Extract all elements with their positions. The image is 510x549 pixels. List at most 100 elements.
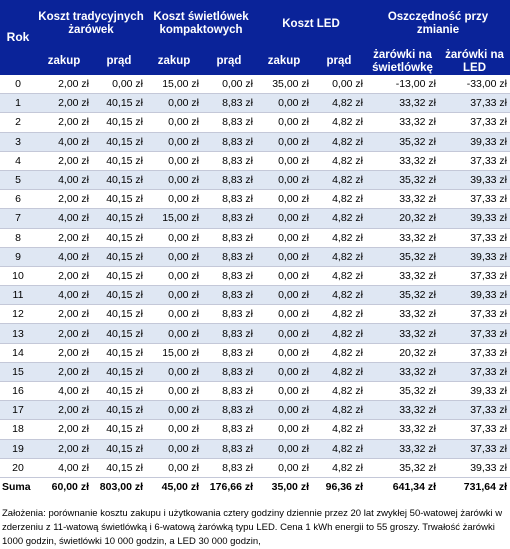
sum-traditional-power: 803,00 zł (92, 476, 146, 497)
cell-savings-compact: 35,32 zł (366, 132, 439, 152)
sum-led-power: 96,36 zł (312, 476, 366, 497)
cell-traditional-purchase: 2,00 zł (36, 362, 92, 383)
cell-traditional-purchase: 2,00 zł (36, 112, 92, 133)
cell-led-purchase: 0,00 zł (256, 266, 312, 287)
cell-savings-led: 37,33 zł (439, 189, 510, 210)
cell-year: 14 (0, 343, 36, 363)
header-savings-compact: żarówki na świetlówkę (366, 48, 439, 75)
cell-savings-compact: 35,32 zł (366, 285, 439, 306)
cell-traditional-power: 40,15 zł (92, 362, 146, 383)
cell-traditional-purchase: 2,00 zł (36, 228, 92, 248)
cell-traditional-power: 40,15 zł (92, 285, 146, 306)
cell-compact-power: 8,83 zł (202, 419, 256, 440)
cell-traditional-purchase: 4,00 zł (36, 458, 92, 478)
cell-compact-purchase: 0,00 zł (146, 151, 202, 171)
table-row: 16 4,00 zł 40,15 zł 0,00 zł 8,83 zł 0,00 zł 4,… (0, 381, 510, 402)
cell-compact-purchase: 15,00 zł (146, 343, 202, 363)
table-row: 17 2,00 zł 40,15 zł 0,00 zł 8,83 zł 0,00 zł 4,… (0, 400, 510, 421)
cell-compact-power: 8,83 zł (202, 323, 256, 344)
cell-traditional-power: 40,15 zł (92, 381, 146, 402)
cell-led-purchase: 0,00 zł (256, 400, 312, 421)
cell-compact-purchase: 0,00 zł (146, 189, 202, 210)
cell-compact-purchase: 0,00 zł (146, 170, 202, 191)
cell-traditional-power: 40,15 zł (92, 208, 146, 229)
cost-table: Rok Koszt tradycyjnych żarówek Koszt świ… (0, 0, 510, 497)
header-prad-led: prąd (312, 48, 366, 75)
cell-savings-compact: 33,32 zł (366, 323, 439, 344)
cell-savings-led: 37,33 zł (439, 228, 510, 248)
table-row: 14 2,00 zł 40,15 zł 15,00 zł 8,83 zł 0,00 zł 4… (0, 343, 510, 363)
table-row: 1 2,00 zł 40,15 zł 0,00 zł 8,83 zł 0,00 zł 4,8… (0, 93, 510, 114)
table-row: 7 4,00 zł 40,15 zł 15,00 zł 8,83 zł 0,00 zł 4,… (0, 208, 510, 229)
cell-led-purchase: 0,00 zł (256, 419, 312, 440)
cell-led-purchase: 0,00 zł (256, 304, 312, 325)
table-row: 12 2,00 zł 40,15 zł 0,00 zł 8,83 zł 0,00 zł 4,… (0, 304, 510, 325)
header-savings: Oszczędność przy zmianie (366, 0, 510, 48)
cell-savings-compact: -13,00 zł (366, 75, 439, 95)
cell-traditional-purchase: 4,00 zł (36, 285, 92, 306)
cell-led-power: 4,82 zł (312, 247, 366, 267)
table-row: 13 2,00 zł 40,15 zł 0,00 zł 8,83 zł 0,00 zł 4,… (0, 323, 510, 344)
cell-led-purchase: 0,00 zł (256, 247, 312, 267)
cell-compact-purchase: 0,00 zł (146, 439, 202, 459)
cell-traditional-purchase: 4,00 zł (36, 170, 92, 191)
sum-row: Suma 60,00 zł 803,00 zł 45,00 zł 176,66 zł 35… (0, 476, 510, 497)
cell-savings-led: 37,33 zł (439, 93, 510, 114)
assumptions-note: Założenia: porównanie kosztu zakupu i uż… (2, 507, 503, 547)
cell-led-purchase: 0,00 zł (256, 458, 312, 478)
cell-year: 19 (0, 439, 36, 459)
sum-savings-compact: 641,34 zł (366, 476, 439, 497)
cell-savings-compact: 33,32 zł (366, 189, 439, 210)
cell-traditional-power: 40,15 zł (92, 151, 146, 171)
cell-traditional-power: 40,15 zł (92, 93, 146, 114)
cell-led-power: 4,82 zł (312, 419, 366, 440)
cell-savings-led: 39,33 zł (439, 381, 510, 402)
cell-savings-led: 37,33 zł (439, 151, 510, 171)
cell-savings-compact: 35,32 zł (366, 381, 439, 402)
cell-compact-purchase: 0,00 zł (146, 419, 202, 440)
cell-savings-compact: 33,32 zł (366, 151, 439, 171)
cell-compact-purchase: 0,00 zł (146, 400, 202, 421)
cell-led-purchase: 35,00 zł (256, 75, 312, 95)
cell-savings-compact: 33,32 zł (366, 228, 439, 248)
table-header: Rok Koszt tradycyjnych żarówek Koszt świ… (0, 0, 510, 75)
cell-led-power: 4,82 zł (312, 266, 366, 287)
cell-year: 2 (0, 112, 36, 133)
cell-savings-compact: 33,32 zł (366, 439, 439, 459)
cell-savings-led: 39,33 zł (439, 170, 510, 191)
cell-compact-purchase: 0,00 zł (146, 266, 202, 287)
cell-compact-power: 8,83 zł (202, 112, 256, 133)
cell-compact-power: 8,83 zł (202, 151, 256, 171)
cell-compact-power: 8,83 zł (202, 247, 256, 267)
cell-traditional-purchase: 2,00 zł (36, 93, 92, 114)
cell-savings-compact: 35,32 zł (366, 247, 439, 267)
cell-led-purchase: 0,00 zł (256, 439, 312, 459)
cell-led-purchase: 0,00 zł (256, 170, 312, 191)
cell-led-purchase: 0,00 zł (256, 381, 312, 402)
header-led: Koszt LED (256, 0, 366, 48)
cell-year: 4 (0, 151, 36, 171)
cell-led-power: 4,82 zł (312, 400, 366, 421)
cell-led-power: 4,82 zł (312, 132, 366, 152)
cell-traditional-power: 40,15 zł (92, 304, 146, 325)
cell-compact-purchase: 0,00 zł (146, 323, 202, 344)
cell-traditional-purchase: 2,00 zł (36, 439, 92, 459)
cell-compact-purchase: 0,00 zł (146, 132, 202, 152)
table-row: 18 2,00 zł 40,15 zł 0,00 zł 8,83 zł 0,00 zł 4,… (0, 419, 510, 440)
cell-compact-power: 8,83 zł (202, 439, 256, 459)
cell-year: 16 (0, 381, 36, 402)
cell-led-purchase: 0,00 zł (256, 228, 312, 248)
table-row: 15 2,00 zł 40,15 zł 0,00 zł 8,83 zł 0,00 zł 4,… (0, 362, 510, 383)
cell-year: 7 (0, 208, 36, 229)
cell-traditional-purchase: 2,00 zł (36, 419, 92, 440)
cell-led-purchase: 0,00 zł (256, 323, 312, 344)
cell-traditional-purchase: 2,00 zł (36, 189, 92, 210)
cell-compact-power: 8,83 zł (202, 362, 256, 383)
cell-traditional-power: 40,15 zł (92, 132, 146, 152)
cell-traditional-power: 40,15 zł (92, 439, 146, 459)
cell-year: 9 (0, 247, 36, 267)
header-savings-led: żarówki na LED (439, 48, 510, 75)
cell-savings-compact: 20,32 zł (366, 343, 439, 363)
cell-year: 12 (0, 304, 36, 325)
cell-compact-power: 8,83 zł (202, 304, 256, 325)
